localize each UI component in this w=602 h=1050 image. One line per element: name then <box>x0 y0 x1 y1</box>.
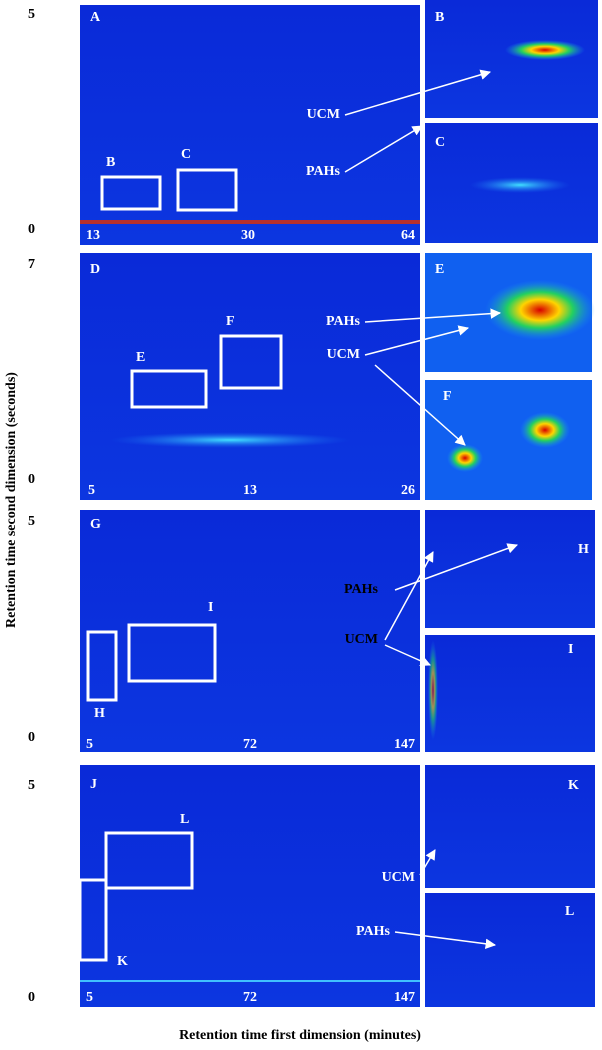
annotation: PAHs <box>326 314 361 329</box>
inset-label: C <box>435 135 445 150</box>
y-axis-title: Retention time second dimension (seconds… <box>4 372 19 628</box>
x-tick-label: 5 <box>88 483 95 498</box>
spot <box>447 444 483 472</box>
zoom-box <box>176 168 238 212</box>
annotation: UCM <box>382 870 415 885</box>
panel-d <box>80 253 420 500</box>
annotation: UCM <box>327 347 360 362</box>
inset-label: I <box>568 642 573 657</box>
box-label: B <box>106 155 115 170</box>
spot <box>485 280 595 340</box>
arrow <box>394 931 497 949</box>
arrow <box>384 551 434 641</box>
panel-label: G <box>90 517 101 532</box>
x-axis-title: Retention time first dimension (minutes) <box>179 1028 421 1043</box>
zoom-box <box>78 878 108 962</box>
arrow <box>344 69 492 116</box>
y-tick-label: 5 <box>28 778 35 793</box>
arrow <box>344 125 423 173</box>
spot <box>470 177 570 193</box>
x-tick-label: 26 <box>401 483 415 498</box>
inset-label: K <box>568 778 579 793</box>
inset-label: E <box>435 262 444 277</box>
spot <box>505 40 585 60</box>
y-tick-label: 0 <box>28 472 35 487</box>
panel-label: J <box>90 777 97 792</box>
box-label: L <box>180 812 189 827</box>
spot <box>520 412 570 448</box>
x-tick-label: 64 <box>401 228 415 243</box>
panel-label: D <box>90 262 100 277</box>
x-tick-label: 147 <box>394 990 415 1005</box>
trace <box>80 220 420 224</box>
arrow <box>384 644 431 666</box>
annotation: UCM <box>307 107 340 122</box>
y-tick-label: 0 <box>28 222 35 237</box>
inset-label: L <box>565 904 574 919</box>
y-tick-label: 0 <box>28 730 35 745</box>
zoom-box <box>127 623 217 683</box>
box-label: I <box>208 600 213 615</box>
inset <box>425 635 595 752</box>
spot <box>428 640 438 740</box>
annotation: PAHs <box>344 582 379 597</box>
y-tick-label: 7 <box>28 257 35 272</box>
box-label: K <box>117 954 128 969</box>
x-tick-label: 5 <box>86 990 93 1005</box>
trace <box>80 980 420 982</box>
box-label: C <box>181 147 191 162</box>
x-tick-label: 13 <box>86 228 100 243</box>
inset <box>425 0 598 118</box>
x-tick-label: 13 <box>243 483 257 498</box>
x-tick-label: 72 <box>243 990 257 1005</box>
annotation: PAHs <box>306 164 341 179</box>
arrow <box>394 543 518 591</box>
x-tick-label: 30 <box>241 228 255 243</box>
inset-label: F <box>443 389 452 404</box>
zoom-box <box>104 831 194 890</box>
y-tick-label: 0 <box>28 990 35 1005</box>
panel-a <box>80 5 420 245</box>
zoom-box <box>86 630 118 702</box>
box-label: E <box>136 350 145 365</box>
x-tick-label: 147 <box>394 737 415 752</box>
inset <box>425 765 595 888</box>
x-tick-label: 72 <box>243 737 257 752</box>
arrow <box>364 308 502 323</box>
inset-label: H <box>578 542 589 557</box>
annotation: PAHs <box>356 924 391 939</box>
box-label: F <box>226 314 235 329</box>
annotation: UCM <box>345 632 378 647</box>
zoom-box <box>100 175 162 211</box>
zoom-box <box>130 369 208 409</box>
trace <box>110 432 350 448</box>
inset <box>425 893 595 1007</box>
inset-label: B <box>435 10 444 25</box>
y-tick-label: 5 <box>28 514 35 529</box>
box-label: H <box>94 706 105 721</box>
panel-label: A <box>90 10 101 25</box>
x-tick-label: 5 <box>86 737 93 752</box>
panel-g <box>80 510 420 752</box>
arrow <box>364 325 470 356</box>
arrow <box>374 364 466 446</box>
zoom-box <box>219 334 283 390</box>
panel-j <box>80 765 420 1007</box>
arrow <box>419 849 436 876</box>
y-tick-label: 5 <box>28 7 35 22</box>
